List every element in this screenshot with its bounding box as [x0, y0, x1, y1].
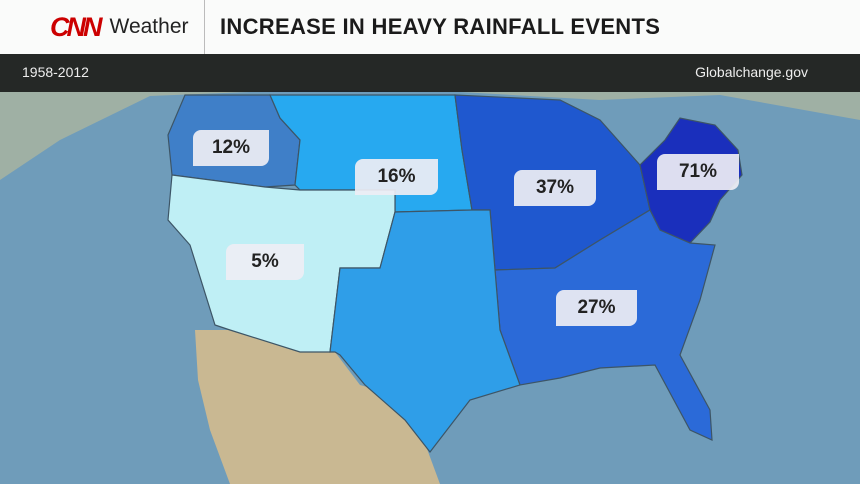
- value-midwest: 37%: [535, 177, 575, 198]
- page-title: INCREASE IN HEAVY RAINFALL EVENTS: [220, 14, 661, 39]
- value-southwest: 5%: [251, 251, 279, 272]
- header-divider: [204, 0, 205, 54]
- brand-label: Weather: [109, 15, 189, 38]
- cnn-weather-logo: CNN Weather: [50, 12, 189, 42]
- date-range: 1958-2012: [22, 64, 89, 80]
- value-northwest: 12%: [211, 137, 251, 158]
- label-northwest: 12%: [193, 130, 269, 166]
- region-great-plains-south: [329, 209, 521, 453]
- label-southwest: 5%: [226, 244, 304, 280]
- subheader-bar: [0, 54, 860, 92]
- value-northeast: 71%: [678, 161, 718, 182]
- label-northeast: 71%: [657, 154, 739, 190]
- label-southeast: 27%: [556, 290, 637, 326]
- value-southeast: 27%: [577, 297, 616, 318]
- mexico-landmass: [195, 330, 440, 484]
- source-credit: Globalchange.gov: [695, 64, 808, 80]
- value-great-plains-north: 16%: [377, 166, 416, 187]
- label-great-plains-north: 16%: [355, 159, 438, 195]
- label-midwest: 37%: [514, 170, 596, 206]
- cnn-logo: CNN: [50, 11, 102, 42]
- header-bar: CNN Weather INCREASE IN HEAVY RAINFALL E…: [0, 0, 860, 54]
